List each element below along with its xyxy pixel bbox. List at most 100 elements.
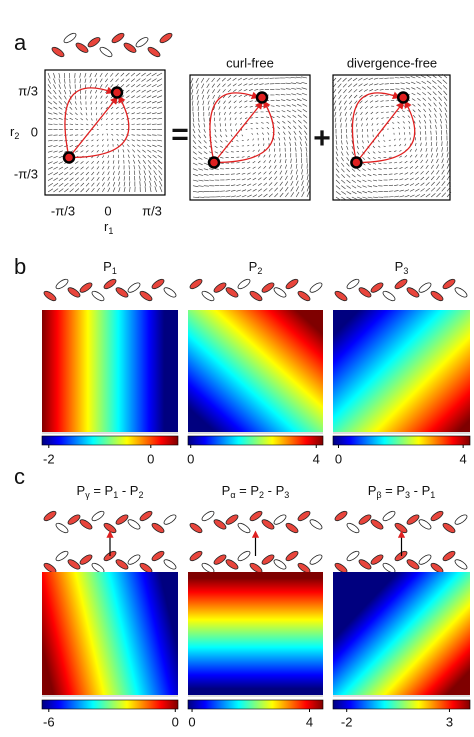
segment [163,287,177,298]
vector-field-box [332,74,451,201]
colorbar-tick-label: -2 [341,714,353,729]
segment [43,510,57,522]
y-tick-label: 0 [31,124,38,139]
segment [358,287,372,298]
segment [159,32,173,44]
segment [261,554,275,565]
segment [139,290,153,302]
chain-icon [334,550,468,574]
vector-field-box [44,69,166,196]
segment [285,522,299,534]
colorbar [41,699,179,710]
x-axis-label: r1 [104,219,113,236]
segment [285,278,299,290]
segment [454,559,468,570]
colorbar-tick-label: 0 [188,714,195,729]
colorbar-tick-label: 3 [446,714,453,729]
segment [273,287,287,298]
segment [55,278,69,290]
segment [406,559,420,570]
heatmap [333,310,470,432]
segment [297,290,311,302]
colorbar-tick-label: 0 [172,714,179,729]
chain-icon [43,278,177,302]
state-point [350,156,363,169]
segment [370,519,384,530]
segment [358,559,372,570]
segment [139,510,153,522]
colorbar-tick-label: 4 [306,714,313,729]
segment [346,278,360,290]
chain-icon [189,510,323,534]
segment [370,282,384,293]
segment [123,42,137,53]
segment [115,514,129,525]
segment [309,554,323,565]
panel-title: divergence-free [347,55,437,70]
segment [127,282,141,293]
chain-icon [189,278,323,302]
segment [430,510,444,522]
segment [151,550,165,562]
segment [358,514,372,525]
colorbar-tick-label: -2 [43,451,55,466]
segment [67,287,81,298]
segment [99,46,113,58]
segment [346,550,360,562]
segment [91,290,105,302]
path-curve [356,100,416,164]
segment [418,519,432,530]
chain-icon [189,550,323,574]
segment [91,510,105,522]
segment [261,519,275,530]
segment [79,519,93,530]
operator: = [171,118,189,151]
colorbar-tick-label: 4 [460,451,467,466]
segment [370,554,384,565]
segment [237,278,251,290]
vector-field [47,72,163,193]
segment [249,290,263,302]
segment [406,287,420,298]
segment [55,522,69,534]
segment [115,559,129,570]
segment [103,278,117,290]
segment [43,290,57,302]
heatmap [188,572,323,695]
segment [309,282,323,293]
map-title: P3 [395,259,409,276]
chain-icon [334,510,468,534]
segment [201,290,215,302]
x-tick-label: π/3 [142,203,162,218]
state-point [62,151,76,164]
segment [103,522,117,534]
vector-field [332,73,452,201]
segment [51,46,65,58]
path-curve [68,95,130,159]
map-title: Pβ = P3 - P1 [368,483,436,500]
segment [394,522,408,534]
path-curve [355,101,405,163]
colorbar-tick-label: -6 [43,714,55,729]
segment [297,510,311,522]
segment [237,522,251,534]
segment [418,554,432,565]
chain-icon [51,32,173,58]
segment [163,514,177,525]
segment [127,519,141,530]
segment [382,510,396,522]
segment [273,514,287,525]
x-tick-label: -π/3 [51,203,75,218]
chain-icon [334,278,468,302]
segment [213,519,227,530]
path-curve [213,100,275,164]
segment [63,32,77,44]
segment [454,514,468,525]
state-point [110,86,124,99]
segment [201,510,215,522]
segment [418,282,432,293]
colorbar [187,699,324,710]
segment [273,559,287,570]
heatmap [42,572,178,695]
segment [285,550,299,562]
